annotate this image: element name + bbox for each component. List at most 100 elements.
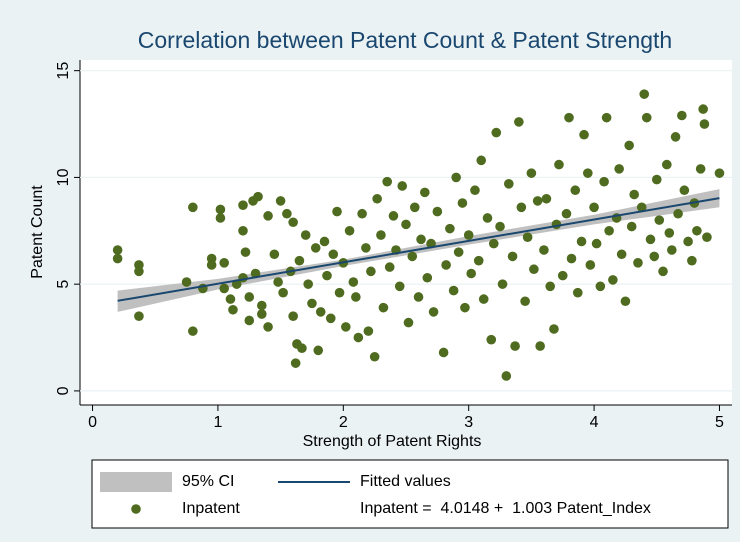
point: [240, 247, 251, 257]
point: [438, 347, 449, 358]
point: [457, 198, 468, 208]
point: [215, 204, 226, 215]
point: [614, 164, 624, 174]
point: [376, 230, 386, 240]
point: [639, 89, 650, 99]
point: [219, 283, 229, 294]
point: [238, 272, 248, 283]
point: [476, 155, 487, 166]
point: [601, 112, 612, 123]
point: [545, 281, 555, 292]
point: [599, 176, 609, 187]
point: [244, 315, 255, 326]
plot-area: [80, 60, 732, 405]
point: [539, 245, 549, 255]
point: [466, 268, 477, 279]
y-axis-title: Patent Count: [29, 185, 46, 279]
point: [422, 272, 433, 283]
fit-line: [117, 197, 720, 302]
point: [473, 255, 484, 266]
chart-title: Correlation between Patent Count & Paten…: [138, 27, 672, 53]
point: [529, 264, 539, 275]
point: [366, 266, 376, 277]
point: [388, 211, 399, 221]
point: [532, 196, 543, 206]
point: [526, 168, 537, 178]
point: [344, 225, 355, 236]
x-axis-title: Strength of Patent Rights: [303, 433, 482, 450]
point: [253, 191, 263, 202]
x-tick-label: 2: [339, 414, 348, 431]
point: [257, 300, 267, 311]
point: [288, 311, 298, 321]
point: [463, 230, 474, 240]
point: [215, 213, 226, 223]
point: [275, 196, 286, 206]
point: [297, 343, 307, 354]
x-tick-label: 3: [464, 414, 473, 431]
point: [714, 168, 725, 178]
point: [378, 302, 389, 313]
x-tick-label: 0: [88, 414, 97, 431]
legend: [91, 459, 729, 529]
point: [649, 251, 660, 262]
point: [585, 260, 596, 270]
point: [541, 193, 552, 204]
point: [495, 221, 505, 232]
point: [372, 193, 382, 204]
point: [351, 292, 361, 302]
point: [591, 238, 602, 249]
point: [219, 258, 229, 268]
point: [263, 211, 273, 221]
point: [319, 236, 330, 247]
point: [353, 332, 364, 343]
point: [645, 234, 656, 245]
point: [409, 202, 420, 213]
point: [702, 232, 712, 242]
point: [453, 247, 464, 257]
point: [134, 266, 144, 277]
legend-label: Inpatent: [182, 500, 240, 517]
point: [695, 164, 706, 174]
point: [369, 351, 380, 362]
point: [361, 243, 371, 253]
point: [692, 225, 702, 236]
point: [626, 221, 637, 232]
point: [633, 258, 643, 268]
point: [451, 172, 461, 183]
point: [290, 358, 301, 368]
point: [557, 270, 568, 281]
point: [641, 112, 652, 123]
point: [658, 266, 668, 277]
point: [654, 215, 665, 225]
point: [608, 275, 618, 285]
point: [181, 277, 192, 287]
point: [448, 285, 459, 296]
point: [549, 324, 559, 334]
point: [460, 302, 470, 313]
point: [504, 179, 514, 189]
point: [566, 253, 577, 264]
point: [307, 298, 317, 309]
point: [683, 236, 693, 247]
point: [382, 176, 392, 187]
point: [188, 326, 198, 336]
y-tick-label: 5: [55, 280, 72, 289]
point: [620, 296, 631, 307]
point: [589, 202, 599, 213]
point: [478, 294, 489, 304]
point: [488, 238, 499, 249]
point: [636, 202, 647, 213]
point: [535, 341, 545, 351]
point: [698, 104, 708, 114]
point: [507, 251, 518, 262]
point: [561, 208, 572, 219]
point: [667, 245, 677, 255]
point: [679, 185, 690, 196]
point: [225, 294, 236, 304]
point: [397, 181, 408, 191]
point: [322, 270, 332, 281]
x-tick-label: 4: [590, 414, 599, 431]
point: [570, 185, 581, 196]
